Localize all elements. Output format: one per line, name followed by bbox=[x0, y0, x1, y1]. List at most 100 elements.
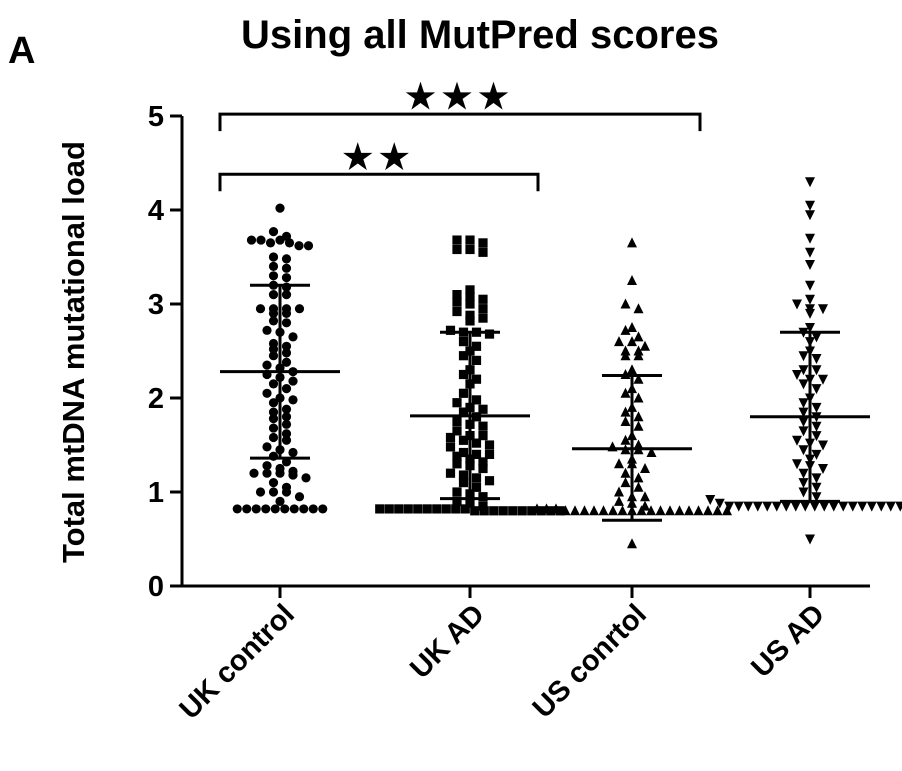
data-point bbox=[281, 318, 292, 328]
data-point bbox=[792, 370, 802, 380]
data-point bbox=[478, 238, 488, 248]
data-point bbox=[471, 449, 482, 459]
data-point bbox=[633, 472, 644, 483]
data-point bbox=[299, 504, 309, 514]
data-point bbox=[458, 337, 469, 347]
data-point bbox=[452, 244, 462, 255]
data-point bbox=[452, 496, 462, 506]
data-point bbox=[445, 442, 456, 452]
x-tick-label: UK control bbox=[174, 598, 301, 725]
data-point bbox=[288, 332, 298, 342]
data-point bbox=[268, 271, 279, 281]
data-point bbox=[281, 308, 292, 318]
data-point bbox=[847, 501, 858, 512]
data-point bbox=[805, 260, 815, 271]
data-point bbox=[478, 304, 488, 314]
data-point bbox=[289, 504, 299, 514]
data-point bbox=[608, 505, 618, 516]
data-point bbox=[471, 374, 482, 384]
data-point bbox=[743, 501, 754, 512]
data-point bbox=[281, 412, 292, 422]
data-point bbox=[484, 329, 495, 339]
data-point bbox=[445, 468, 456, 478]
data-point bbox=[627, 538, 637, 549]
data-point bbox=[294, 241, 304, 251]
data-point bbox=[811, 332, 822, 343]
data-point bbox=[517, 506, 527, 516]
data-point bbox=[303, 241, 314, 251]
data-point bbox=[792, 299, 802, 310]
data-point bbox=[465, 316, 475, 326]
data-point bbox=[640, 340, 650, 351]
data-point bbox=[255, 487, 266, 497]
data-point bbox=[262, 468, 272, 478]
data-point bbox=[470, 506, 480, 516]
data-point bbox=[798, 417, 809, 427]
data-point bbox=[268, 407, 279, 417]
data-point bbox=[805, 177, 815, 188]
data-point bbox=[570, 505, 580, 516]
data-point bbox=[262, 325, 272, 335]
data-point bbox=[614, 458, 624, 469]
data-point bbox=[560, 505, 571, 516]
data-point bbox=[246, 235, 257, 245]
data-point bbox=[589, 505, 599, 516]
data-point bbox=[620, 406, 631, 417]
data-point bbox=[536, 506, 546, 516]
data-point bbox=[805, 200, 815, 211]
data-point bbox=[452, 426, 462, 436]
data-point bbox=[262, 461, 272, 471]
data-point bbox=[288, 376, 298, 386]
data-point bbox=[458, 388, 469, 398]
data-point bbox=[805, 294, 815, 305]
y-axis-label: Total mtDNA mutational load bbox=[56, 141, 91, 563]
data-point bbox=[301, 473, 311, 483]
data-point bbox=[403, 504, 413, 514]
data-point bbox=[805, 323, 815, 333]
data-point bbox=[551, 503, 561, 514]
data-point bbox=[478, 431, 488, 441]
data-point bbox=[261, 504, 271, 514]
data-point bbox=[394, 504, 404, 514]
data-point bbox=[471, 438, 482, 448]
data-point bbox=[811, 354, 822, 365]
data-point bbox=[458, 407, 469, 417]
data-point bbox=[724, 501, 735, 512]
data-point bbox=[465, 299, 475, 309]
data-point bbox=[471, 473, 482, 483]
data-point bbox=[458, 470, 469, 480]
data-point bbox=[818, 440, 828, 451]
data-point bbox=[733, 501, 744, 512]
data-point bbox=[636, 505, 647, 516]
data-point bbox=[811, 431, 822, 442]
data-point bbox=[265, 238, 276, 248]
data-point bbox=[445, 325, 456, 335]
data-point bbox=[555, 506, 565, 516]
y-tick-label: 0 bbox=[148, 571, 164, 603]
data-point bbox=[811, 482, 822, 493]
data-point bbox=[811, 384, 822, 395]
data-point bbox=[270, 504, 280, 514]
y-tick-label: 2 bbox=[148, 383, 164, 415]
data-point bbox=[798, 407, 809, 418]
data-point bbox=[268, 379, 279, 389]
data-point bbox=[798, 468, 809, 479]
axes: 0 1 2 3 4 5 UK control UK AD US conrtol US AD bbox=[148, 101, 870, 726]
data-point bbox=[275, 496, 285, 506]
y-tick-label: 4 bbox=[148, 195, 164, 227]
data-point bbox=[242, 504, 252, 514]
data-point bbox=[465, 310, 475, 320]
data-point bbox=[674, 505, 685, 516]
data-point bbox=[268, 423, 279, 433]
data-point bbox=[251, 504, 261, 514]
data-point bbox=[646, 447, 657, 458]
data-point bbox=[598, 505, 609, 516]
data-point bbox=[627, 275, 637, 285]
data-point bbox=[294, 304, 305, 314]
data-point bbox=[478, 247, 488, 257]
data-point bbox=[614, 486, 624, 497]
data-point bbox=[465, 235, 475, 245]
data-point bbox=[471, 482, 482, 492]
data-point bbox=[627, 237, 637, 248]
